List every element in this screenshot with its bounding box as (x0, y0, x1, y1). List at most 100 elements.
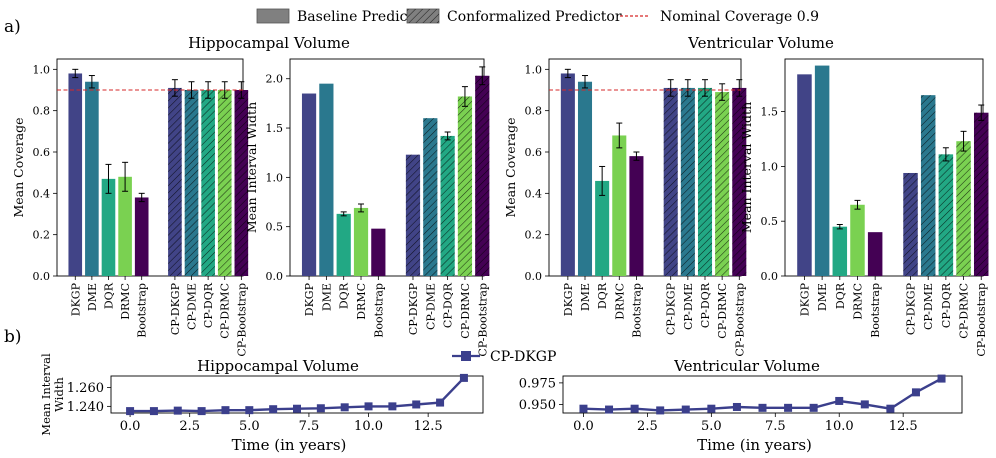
x-tick-label: CP-DRMC (958, 283, 971, 339)
y-tick-label: 0.0 (525, 270, 543, 283)
x-tick-label: CP-DME (922, 283, 935, 330)
bar-dkgp (560, 73, 575, 276)
y-tick-label: 1.5 (761, 106, 779, 119)
line-chart-0: Hippocampal Volume 1.240 1.260 0.0 2.5 5.0 7.5… (39, 353, 484, 454)
y-tick-label: 1.0 (525, 63, 543, 76)
series-point (758, 403, 767, 412)
bar-hatch-cp-dme (680, 87, 695, 276)
series-point (630, 404, 639, 413)
plot-frame (56, 58, 244, 277)
x-tick-label: DQR (596, 282, 609, 309)
plot-frame (562, 375, 963, 414)
x-tick-label: 2.5 (637, 419, 658, 434)
bar-hatch-cp-dqr (697, 87, 713, 276)
x-tick-label: DME (86, 283, 99, 311)
y-tick-label: 2.0 (266, 73, 284, 86)
series-point (656, 406, 665, 415)
x-tick-label: CP-DRMC (716, 283, 729, 339)
legend-label-conformal: Conformalized Predictor (447, 9, 622, 25)
series-point (732, 402, 741, 411)
series-point (911, 388, 920, 397)
series-point (784, 403, 793, 412)
y-tick-label: 1.0 (761, 160, 779, 173)
chart-title: Hippocampal Volume (197, 357, 359, 375)
x-tick-label: DRMC (613, 283, 626, 320)
series-point (459, 373, 468, 382)
bar-hatch-cp-dme (184, 90, 199, 276)
chart-title: Ventricular Volume (687, 34, 834, 52)
x-tick-label: Bootstrap (630, 283, 643, 338)
bar-dme (814, 65, 830, 276)
bar-drmc (353, 207, 369, 276)
y-tick-label: 0.2 (33, 229, 51, 242)
y-tick-label: 0.6 (525, 146, 543, 159)
bar-dme (577, 81, 593, 276)
bar-chart-2: 0.0 0.2 0.4 0.6 0.8 1.0 Mean Coverage DKGP DME DQ… (503, 58, 747, 357)
bar-bootstrap (867, 232, 883, 276)
x-tick-label: DRMC (119, 283, 132, 320)
bar-hatch-cp-drmc (457, 96, 473, 277)
bar-dme (319, 83, 334, 276)
y-tick-label: 0.5 (761, 215, 779, 228)
bar-bootstrap (371, 228, 386, 276)
bar-chart-3: 0.0 0.5 1.0 1.5 Mean Interval Width DKGP DME DQ… (739, 58, 989, 357)
plot-frame (289, 58, 485, 277)
top-legend: Baseline Predictor Conformalized Predict… (256, 8, 819, 25)
x-tick-label: CP-DRMC (459, 283, 472, 339)
bar-dqr (595, 180, 610, 276)
x-tick-label: 10.0 (825, 419, 854, 434)
bar-dqr (336, 213, 351, 276)
x-axis-label: Time (in years) (232, 436, 347, 454)
panel-label-b: b) (4, 327, 22, 347)
x-tick-label: Bootstrap (136, 283, 149, 338)
legend-label-nominal: Nominal Coverage 0.9 (660, 9, 819, 25)
x-tick-label: 12.5 (414, 419, 443, 434)
x-tick-label: 5.0 (239, 419, 260, 434)
x-tick-label: DQR (834, 282, 847, 309)
y-axis-label: Mean Interval Width (739, 102, 754, 233)
y-tick-label: 0.8 (33, 105, 51, 118)
y-tick-label: 0.5 (266, 221, 284, 234)
x-tick-label: CP-Bootstrap (733, 283, 746, 357)
bar-dkgp (301, 93, 317, 276)
panel-b-legend: CP-DKGP (452, 349, 556, 365)
bar-dkgp (68, 73, 83, 276)
y-tick-label: 0.2 (525, 229, 543, 242)
x-tick-label: CP-DKGP (665, 282, 678, 335)
bar-drmc (612, 135, 627, 276)
bar-hatch-cp-bootstrap (475, 75, 490, 276)
x-tick-label: CP-DRMC (219, 283, 232, 339)
bar-hatch-cp-bootstrap (732, 87, 747, 276)
plot-frame (784, 58, 984, 277)
series-point (412, 400, 421, 409)
x-tick-label: 5.0 (701, 419, 722, 434)
bar-bootstrap (629, 156, 644, 276)
y-tick-label: 0.0 (33, 270, 51, 283)
panel-b-legend-label: CP-DKGP (490, 349, 556, 365)
x-axis-label: Time (in years) (697, 436, 812, 454)
series-point (886, 404, 895, 413)
y-tick-label: 0.4 (33, 187, 51, 200)
chart-title: Ventricular Volume (673, 357, 820, 375)
series-point (245, 406, 254, 415)
x-tick-label: CP-DQR (940, 282, 953, 328)
bar-chart-0: 0.0 0.2 0.4 0.6 0.8 1.0 Mean Coverage DKGP DME DQ… (11, 58, 248, 357)
plot-frame (110, 375, 484, 414)
x-tick-label: 7.5 (299, 419, 320, 434)
y-axis-label: Mean Coverage (503, 117, 518, 217)
x-tick-label: Bootstrap (869, 283, 882, 338)
x-tick-label: DRMC (851, 283, 864, 320)
series-point (197, 407, 206, 416)
bar-hatch-cp-dqr (440, 135, 455, 276)
series-point (340, 403, 349, 412)
x-tick-label: CP-Bootstrap (476, 283, 489, 357)
series-point (436, 398, 445, 407)
series-point (579, 404, 588, 413)
y-tick-label: 0.6 (33, 146, 51, 159)
bar-hatch-cp-dkgp (903, 172, 918, 276)
series-point (221, 406, 230, 415)
y-tick-label: 1.240 (67, 400, 104, 415)
series-point (293, 404, 301, 413)
